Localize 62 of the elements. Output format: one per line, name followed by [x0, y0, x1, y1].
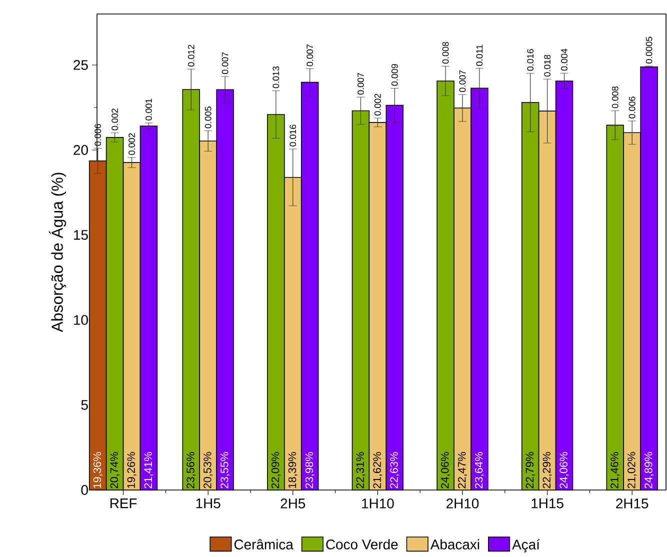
annotation: 0.007	[459, 70, 466, 92]
data-label: 24,89%	[644, 452, 654, 488]
data-label: 22,09%	[271, 452, 280, 488]
data-label: 22,31%	[356, 452, 366, 488]
data-label: 21,46%	[610, 452, 620, 488]
data-label: 23,64%	[474, 452, 484, 488]
data-label: 23,56%	[186, 452, 196, 488]
annotation: 0.012	[188, 44, 194, 67]
x-tick-label: 1H15	[532, 498, 564, 508]
annotation: 0.004	[561, 48, 568, 71]
annotation: 0.002	[112, 108, 118, 130]
data-label: 22,29%	[542, 452, 552, 488]
data-label: 18,39%	[288, 452, 298, 488]
y-tick-label: 10	[74, 315, 88, 325]
annotation: 0.002	[374, 94, 381, 116]
annotation: 0.016	[290, 124, 296, 146]
data-label: 20,74%	[110, 452, 120, 488]
annotation: 0.007	[306, 44, 314, 66]
annotation: 0.002	[128, 133, 135, 155]
annotation: 0.006	[628, 96, 636, 118]
data-label: 22,79%	[526, 452, 535, 488]
annotation: 0.013	[272, 66, 280, 88]
x-tick-label: 2H15	[616, 498, 648, 508]
annotation: 0.008	[612, 86, 618, 108]
data-label: 21,02%	[628, 452, 637, 488]
x-tick-label: 1H5	[196, 498, 220, 508]
legend-label: Abacaxi	[430, 539, 480, 550]
annotation: 0.009	[391, 64, 398, 86]
data-label: 21,41%	[144, 452, 154, 488]
data-label: 22,47%	[458, 452, 468, 488]
x-tick-label: REF	[110, 498, 137, 508]
annotation: 0.016	[527, 49, 534, 71]
annotation: 0.018	[544, 54, 550, 77]
data-label: 21,62%	[373, 452, 382, 488]
annotation: 0.007	[222, 52, 228, 74]
data-label: 23,55%	[220, 452, 230, 488]
annotation: 0.007	[358, 72, 364, 95]
data-label: 22,63%	[390, 452, 400, 488]
y-axis-title: Absorção de Água (%)	[48, 172, 66, 332]
data-label: 20,53%	[204, 452, 213, 488]
annotation: 0.0005	[646, 36, 652, 64]
data-label: 19,26%	[127, 452, 136, 488]
x-tick-label: 1H10	[362, 498, 394, 508]
annotation: 0.008	[442, 42, 449, 64]
y-tick-label: 20	[74, 145, 88, 155]
x-tick-label: 2H5	[280, 498, 306, 508]
y-tick-label: 0	[81, 485, 88, 495]
x-tick-label: 2H10	[446, 498, 479, 508]
y-tick-label: 25	[74, 60, 88, 70]
annotation: 0.011	[476, 44, 483, 66]
legend-label: Coco Verde	[326, 539, 398, 550]
data-label: 19,36%	[93, 452, 102, 488]
data-label: 23,98%	[305, 452, 314, 488]
data-label: 24,06%	[560, 452, 569, 488]
legend-label: Açaí	[512, 539, 540, 552]
annotation: 0.006	[94, 124, 102, 146]
annotation: 0.001	[146, 98, 152, 120]
y-tick-label: 5	[81, 400, 88, 410]
annotation: 0.005	[204, 106, 212, 128]
legend-label: Cerâmica	[234, 539, 294, 550]
y-tick-label: 15	[74, 230, 88, 240]
data-label: 24,06%	[441, 452, 450, 488]
